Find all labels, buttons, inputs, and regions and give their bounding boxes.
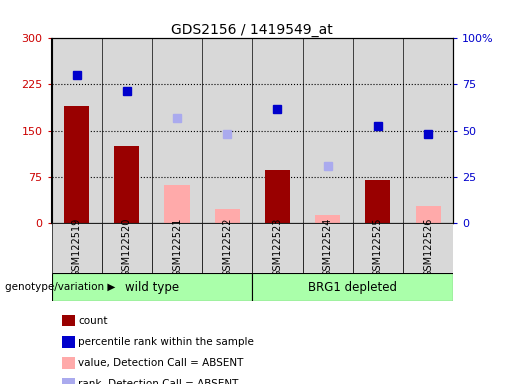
Text: count: count	[78, 316, 108, 326]
Text: genotype/variation ▶: genotype/variation ▶	[5, 282, 115, 292]
Text: wild type: wild type	[125, 281, 179, 293]
Bar	[202, 223, 252, 273]
Bar	[52, 273, 252, 301]
Title: GDS2156 / 1419549_at: GDS2156 / 1419549_at	[171, 23, 333, 37]
Bar	[403, 223, 453, 273]
Text: value, Detection Call = ABSENT: value, Detection Call = ABSENT	[78, 358, 244, 368]
Text: GSM122522: GSM122522	[222, 218, 232, 277]
Text: GSM122523: GSM122523	[272, 218, 282, 277]
Text: rank, Detection Call = ABSENT: rank, Detection Call = ABSENT	[78, 379, 238, 384]
Text: percentile rank within the sample: percentile rank within the sample	[78, 337, 254, 347]
Bar	[315, 215, 340, 223]
Text: GSM122521: GSM122521	[172, 218, 182, 277]
Bar	[114, 146, 140, 223]
Bar	[365, 180, 390, 223]
Bar	[102, 223, 152, 273]
Bar	[64, 106, 89, 223]
Text: GSM122520: GSM122520	[122, 218, 132, 277]
Bar	[252, 273, 453, 301]
Bar	[303, 223, 353, 273]
Bar	[215, 209, 240, 223]
Bar	[164, 185, 190, 223]
Text: GSM122526: GSM122526	[423, 218, 433, 277]
Bar	[252, 223, 303, 273]
Text: GSM122525: GSM122525	[373, 218, 383, 277]
Text: GSM122519: GSM122519	[72, 218, 81, 277]
Bar	[353, 223, 403, 273]
Bar	[52, 223, 102, 273]
Bar	[152, 223, 202, 273]
Bar	[265, 170, 290, 223]
Text: GSM122524: GSM122524	[323, 218, 333, 277]
Bar	[416, 205, 441, 223]
Text: BRG1 depleted: BRG1 depleted	[308, 281, 397, 293]
